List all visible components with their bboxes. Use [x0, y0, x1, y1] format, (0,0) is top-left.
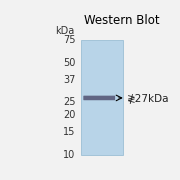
Text: kDa: kDa — [55, 26, 74, 36]
Text: 20: 20 — [63, 110, 76, 120]
Text: ≹27kDa: ≹27kDa — [127, 93, 170, 103]
Text: 50: 50 — [63, 58, 76, 68]
Text: 10: 10 — [63, 150, 76, 160]
Text: 25: 25 — [63, 97, 76, 107]
Text: 75: 75 — [63, 35, 76, 45]
Bar — [81, 40, 123, 155]
Text: 15: 15 — [63, 127, 76, 136]
FancyBboxPatch shape — [83, 96, 115, 100]
Text: 37: 37 — [63, 75, 76, 85]
Text: Western Blot: Western Blot — [84, 14, 159, 27]
